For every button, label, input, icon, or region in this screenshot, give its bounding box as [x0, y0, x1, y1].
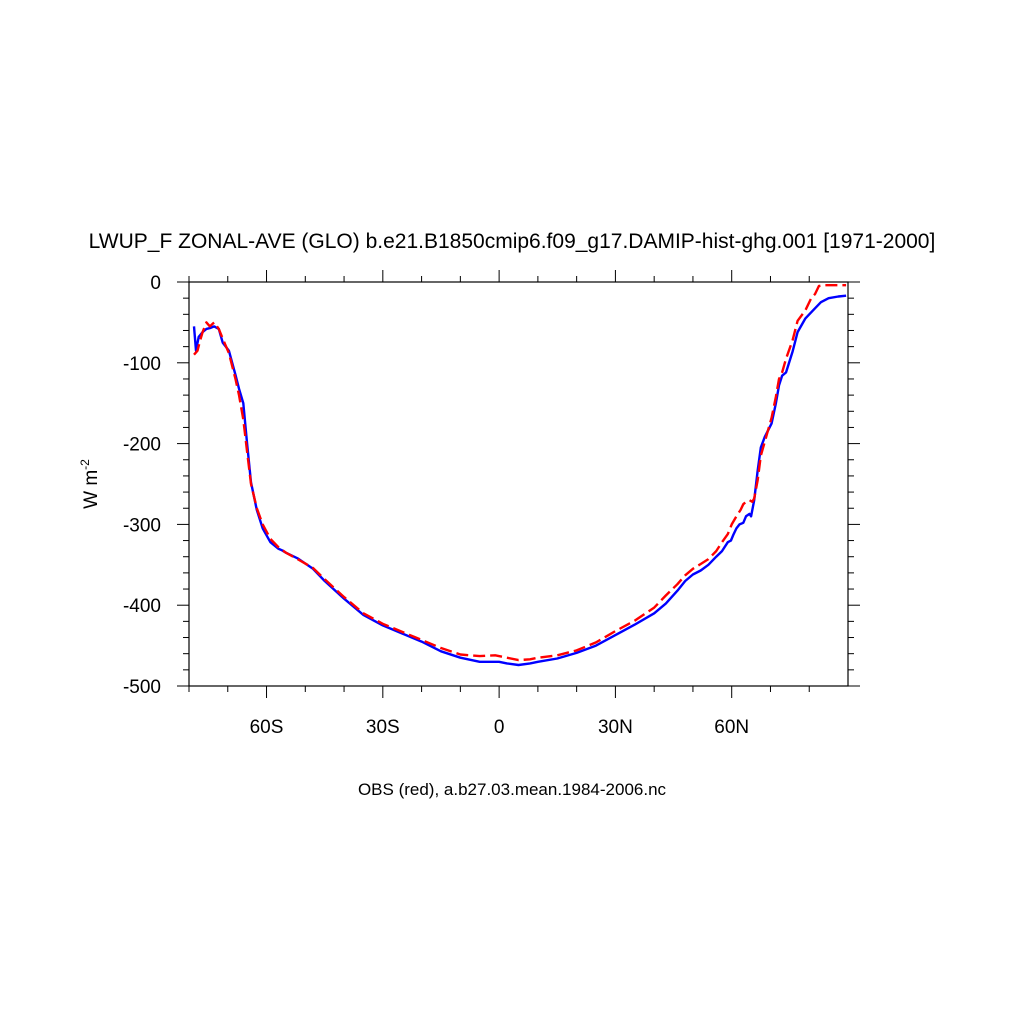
- y-tick-label: -500: [123, 677, 161, 698]
- axis-tick-labels: 60S 30S 0 30N 60N 0 -100 -200 -300 -400 -500: [123, 273, 749, 738]
- x-axis-label: OBS (red), a.b27.03.mean.1984-2006.nc: [358, 780, 667, 799]
- plot-frame: [188, 281, 849, 687]
- y-tick-label: -300: [123, 515, 161, 536]
- y-tick-label: -200: [123, 435, 161, 456]
- x-tick-label: 30N: [598, 717, 633, 738]
- obs-series-line: [193, 284, 847, 662]
- y-tick-label: 0: [150, 273, 161, 294]
- x-tick-label: 60N: [714, 717, 749, 738]
- chart-title: LWUP_F ZONAL-AVE (GLO) b.e21.B1850cmip6.…: [89, 230, 936, 253]
- y-tick-label: -100: [123, 354, 161, 375]
- y-axis-label-main: W m: [81, 470, 102, 509]
- y-axis-label: W m-2: [78, 459, 102, 509]
- series-layer: [192, 284, 847, 667]
- y-tick-label: -400: [123, 596, 161, 617]
- axis-ticks: [177, 270, 860, 698]
- x-tick-label: 60S: [250, 717, 284, 738]
- x-tick-label: 30S: [366, 717, 400, 738]
- y-axis-label-superscript: -2: [78, 459, 92, 470]
- model-series-line: [192, 294, 847, 667]
- x-tick-label: 0: [494, 717, 505, 738]
